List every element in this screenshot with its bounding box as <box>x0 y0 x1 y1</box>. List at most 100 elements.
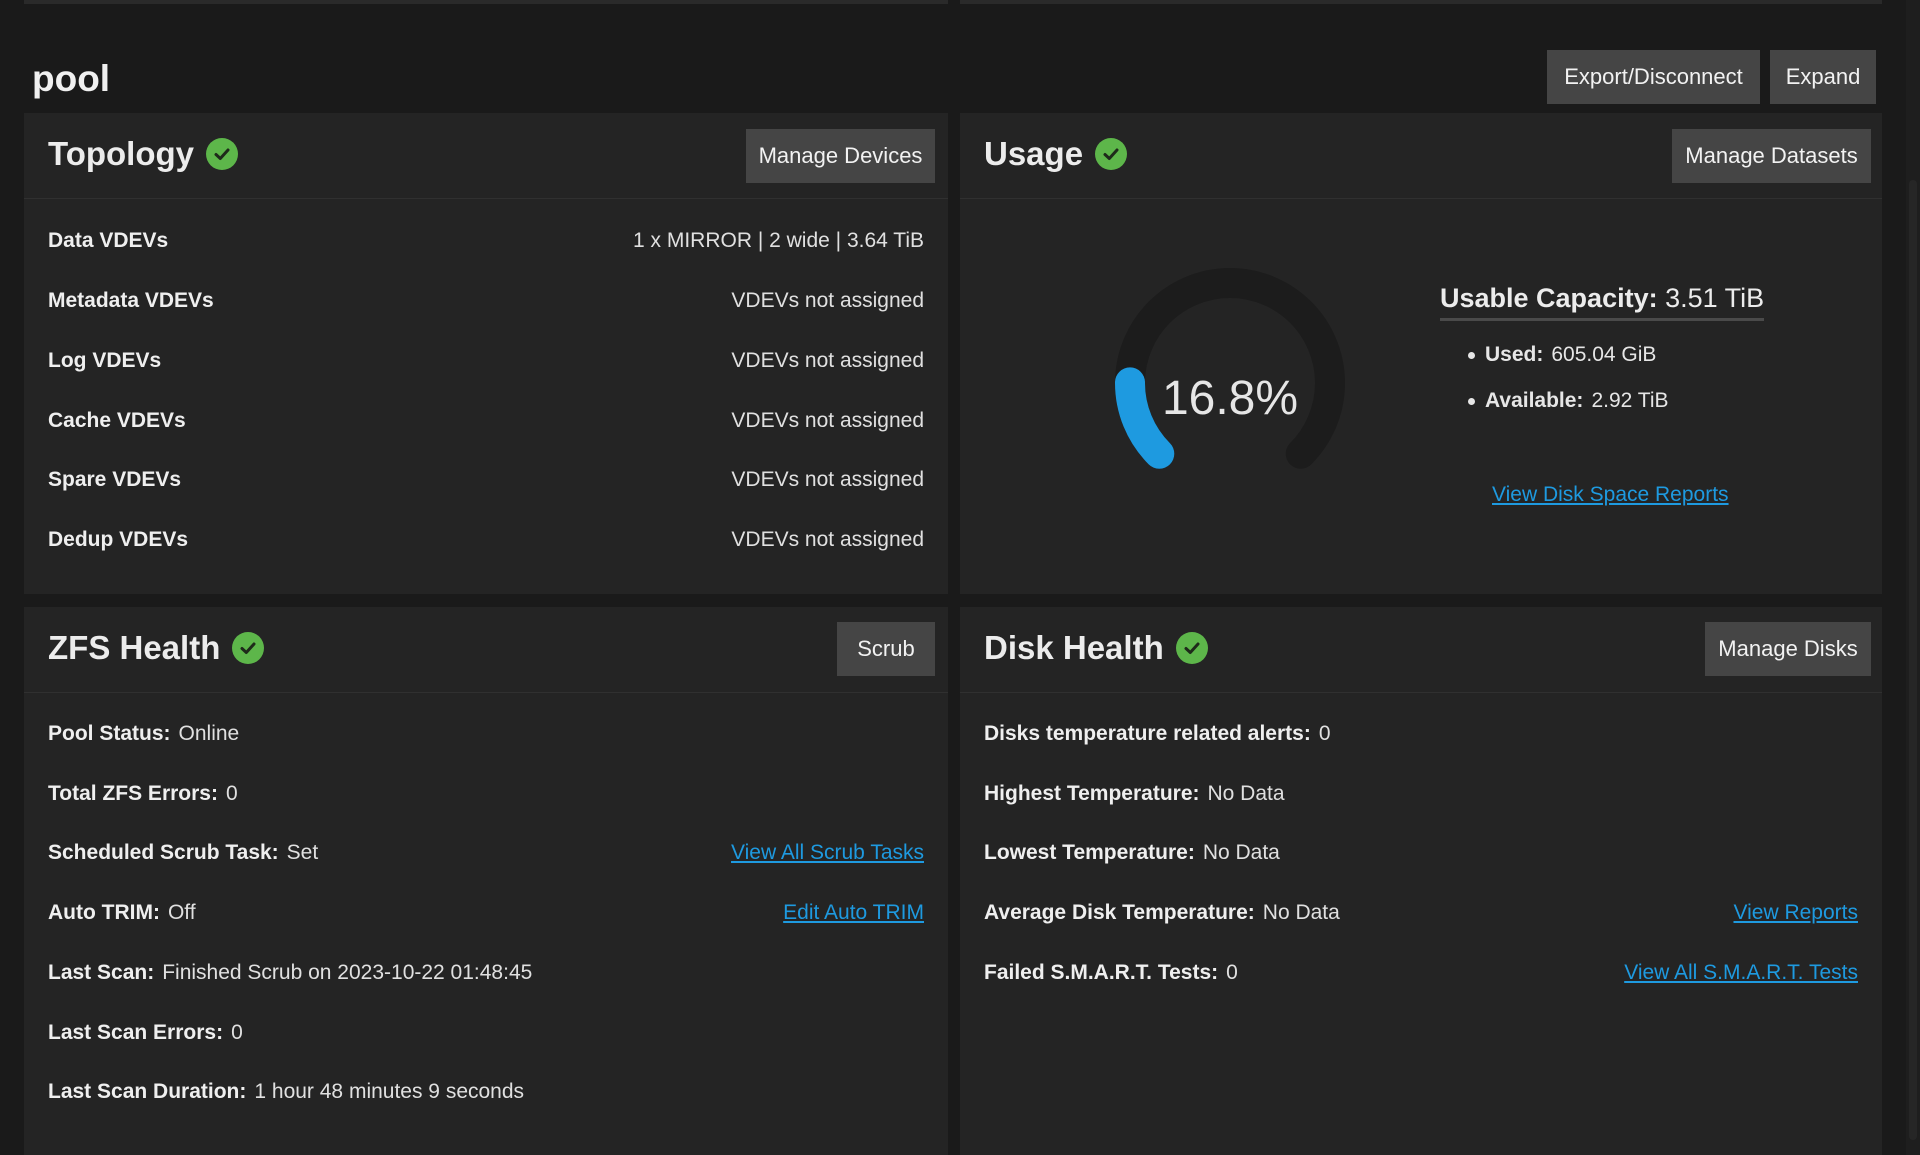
manage-datasets-button[interactable]: Manage Datasets <box>1672 129 1871 183</box>
page-scrollbar[interactable] <box>1906 0 1920 1155</box>
topology-row-data: Data VDEVs 1 x MIRROR | 2 wide | 3.64 Ti… <box>48 226 924 256</box>
topology-row-log: Log VDEVs VDEVs not assigned <box>48 346 924 376</box>
row-label: Data VDEVs <box>48 229 169 252</box>
topology-row-spare: Spare VDEVs VDEVs not assigned <box>48 465 924 495</box>
view-reports-link[interactable]: View Reports <box>1733 901 1858 924</box>
row-value: 0 <box>225 782 238 805</box>
manage-devices-button[interactable]: Manage Devices <box>746 129 935 183</box>
row-label: Dedup VDEVs <box>48 528 189 551</box>
topology-row-cache: Cache VDEVs VDEVs not assigned <box>48 406 924 436</box>
row-value: No Data <box>1262 901 1340 924</box>
zfs-health-card-header: ZFS Health Scrub <box>24 607 948 693</box>
export-disconnect-button[interactable]: Export/Disconnect <box>1547 50 1760 104</box>
zfs-row-last-scan-duration: Last Scan Duration: 1 hour 48 minutes 9 … <box>48 1077 924 1107</box>
topology-row-dedup: Dedup VDEVs VDEVs not assigned <box>48 525 924 555</box>
available-label: Available: <box>1485 389 1584 412</box>
row-label: Highest Temperature: <box>984 782 1200 805</box>
edit-auto-trim-link[interactable]: Edit Auto TRIM <box>783 901 924 924</box>
available-item: Available: 2.92 TiB <box>1468 389 1770 413</box>
row-value: Online <box>178 722 240 745</box>
row-label: Average Disk Temperature: <box>984 901 1255 924</box>
row-value: VDEVs not assigned <box>731 289 924 312</box>
zfs-row-last-scan-errors: Last Scan Errors: 0 <box>48 1018 924 1048</box>
topology-row-metadata: Metadata VDEVs VDEVs not assigned <box>48 286 924 316</box>
check-circle-icon <box>1175 632 1208 664</box>
topology-title-text: Topology <box>48 135 195 172</box>
usage-percent: 16.8% <box>1161 372 1299 425</box>
usage-title-text: Usage <box>984 135 1084 172</box>
expand-button[interactable]: Expand <box>1770 50 1876 104</box>
row-label: Last Scan Errors: <box>48 1021 224 1044</box>
row-value: No Data <box>1207 782 1285 805</box>
check-circle-icon <box>232 632 265 664</box>
row-label: Disks temperature related alerts: <box>984 722 1311 745</box>
view-disk-space-reports-link[interactable]: View Disk Space Reports <box>1492 483 1729 506</box>
row-value: VDEVs not assigned <box>731 468 924 491</box>
usage-card: Usage Manage Datasets 16.8% Usable Capac… <box>960 113 1882 594</box>
topology-card-header: Topology Manage Devices <box>24 113 948 199</box>
usage-gauge <box>1114 268 1345 469</box>
row-label: Log VDEVs <box>48 349 162 372</box>
row-label: Pool Status: <box>48 722 171 745</box>
previous-card-edge-right <box>960 0 1882 4</box>
row-value: No Data <box>1202 841 1280 864</box>
topology-title: Topology <box>48 135 239 173</box>
pool-title: pool <box>32 58 111 99</box>
row-value: VDEVs not assigned <box>731 349 924 372</box>
bullet-icon <box>1468 351 1475 359</box>
row-value: Set <box>286 841 319 864</box>
disk-health-title-text: Disk Health <box>984 629 1164 666</box>
capacity-block: Usable Capacity: 3.51 TiB Used: 605.04 G… <box>1440 283 1770 506</box>
previous-card-edge-left <box>24 0 948 4</box>
row-label: Lowest Temperature: <box>984 841 1195 864</box>
row-label: Spare VDEVs <box>48 468 182 491</box>
disk-row-highest-temp: Highest Temperature: No Data <box>984 779 1858 809</box>
zfs-row-total-errors: Total ZFS Errors: 0 <box>48 779 924 809</box>
bullet-icon <box>1468 397 1475 405</box>
manage-disks-button[interactable]: Manage Disks <box>1705 622 1871 676</box>
check-circle-icon <box>1095 138 1128 170</box>
view-all-smart-tests-link[interactable]: View All S.M.A.R.T. Tests <box>1624 961 1858 984</box>
gauge-track <box>1115 268 1345 469</box>
zfs-health-card: ZFS Health Scrub Pool Status: Online Tot… <box>24 607 948 1155</box>
row-label: Failed S.M.A.R.T. Tests: <box>984 961 1219 984</box>
row-value: 0 <box>231 1021 243 1044</box>
row-value: 1 x MIRROR | 2 wide | 3.64 TiB <box>632 229 924 252</box>
disk-row-failed-smart: Failed S.M.A.R.T. Tests: 0 View All S.M.… <box>984 958 1858 988</box>
zfs-health-title: ZFS Health <box>48 629 265 667</box>
row-value: VDEVs not assigned <box>731 528 924 551</box>
gauge-fill <box>1114 367 1175 469</box>
disk-health-card-header: Disk Health Manage Disks <box>960 607 1882 693</box>
zfs-row-scheduled-scrub: Scheduled Scrub Task: Set View All Scrub… <box>48 838 924 868</box>
row-value: VDEVs not assigned <box>731 409 924 432</box>
scrub-button[interactable]: Scrub <box>837 622 935 676</box>
used-label: Used: <box>1485 343 1544 366</box>
row-label: Total ZFS Errors: <box>48 782 218 805</box>
row-value: 1 hour 48 minutes 9 seconds <box>254 1080 525 1103</box>
check-circle-icon <box>206 138 239 170</box>
available-value: 2.92 TiB <box>1591 389 1669 412</box>
row-label: Cache VDEVs <box>48 409 186 432</box>
disk-row-temp-alerts: Disks temperature related alerts: 0 <box>984 719 1858 749</box>
zfs-row-last-scan: Last Scan: Finished Scrub on 2023-10-22 … <box>48 958 924 988</box>
disk-row-lowest-temp: Lowest Temperature: No Data <box>984 838 1858 868</box>
disk-health-card: Disk Health Manage Disks Disks temperatu… <box>960 607 1882 1155</box>
pool-header: pool Export/Disconnect Expand <box>0 48 1920 110</box>
zfs-row-pool-status: Pool Status: Online <box>48 719 924 749</box>
row-value: Finished Scrub on 2023-10-22 01:48:45 <box>162 961 533 984</box>
topology-card: Topology Manage Devices Data VDEVs 1 x M… <box>24 113 948 594</box>
scrollbar-thumb[interactable] <box>1909 180 1917 1140</box>
view-all-scrub-tasks-link[interactable]: View All Scrub Tasks <box>731 841 924 864</box>
zfs-health-title-text: ZFS Health <box>48 629 221 666</box>
usage-title: Usage <box>984 135 1128 173</box>
row-label: Last Scan Duration: <box>48 1080 247 1103</box>
row-value: 0 <box>1318 722 1331 745</box>
capacity-label: Usable Capacity: <box>1440 283 1658 313</box>
row-label: Metadata VDEVs <box>48 289 214 312</box>
row-label: Last Scan: <box>48 961 155 984</box>
row-value: Off <box>167 901 196 924</box>
used-value: 605.04 GiB <box>1551 343 1657 366</box>
usage-card-header: Usage Manage Datasets <box>960 113 1882 199</box>
disk-health-title: Disk Health <box>984 629 1208 667</box>
usable-capacity: Usable Capacity: 3.51 TiB <box>1440 283 1765 321</box>
